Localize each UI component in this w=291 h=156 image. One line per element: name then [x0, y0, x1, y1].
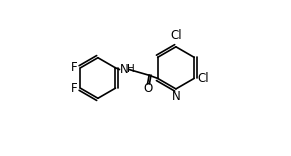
Text: F: F — [71, 82, 77, 95]
Text: F: F — [71, 61, 77, 74]
Text: N: N — [120, 63, 129, 76]
Text: N: N — [172, 90, 180, 103]
Text: H: H — [127, 64, 135, 74]
Text: Cl: Cl — [197, 72, 209, 85]
Text: O: O — [143, 82, 152, 95]
Text: Cl: Cl — [170, 29, 182, 42]
